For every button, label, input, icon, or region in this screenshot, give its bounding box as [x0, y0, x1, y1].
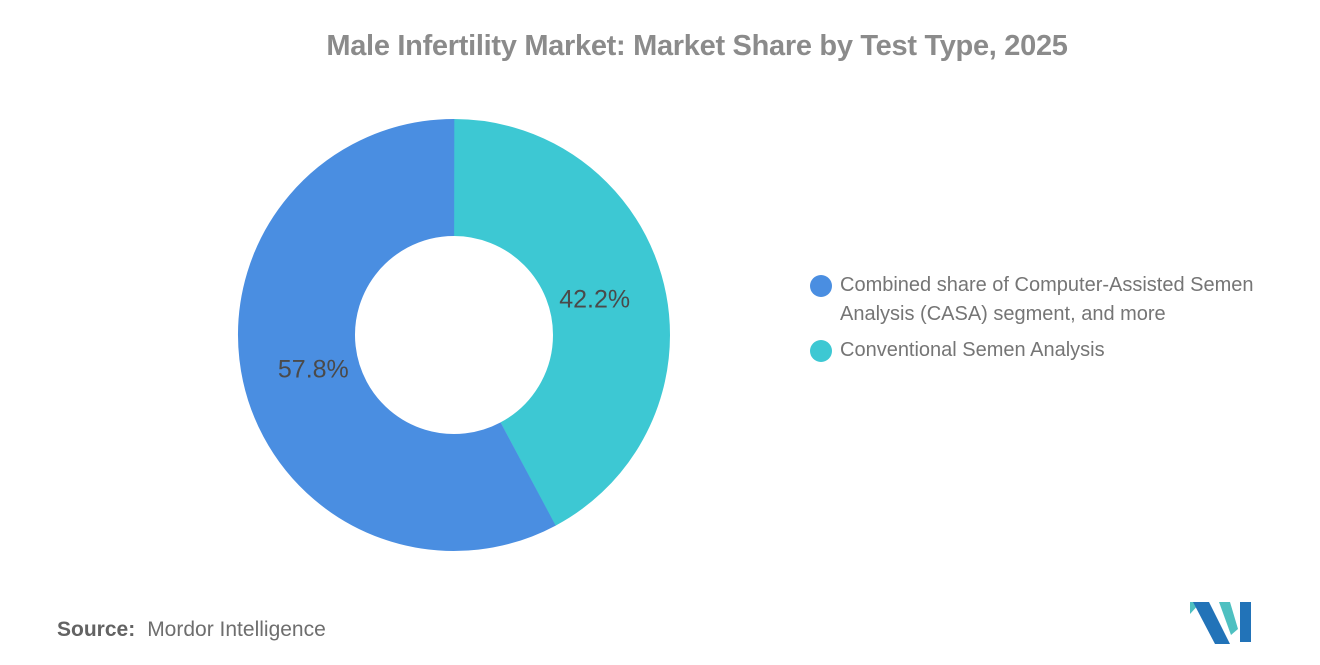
- legend-item-conventional-label: Conventional Semen Analysis: [840, 339, 1105, 361]
- legend-marker-casa-icon: [810, 275, 832, 297]
- donut-chart: 57.8% 42.2%: [234, 115, 674, 555]
- donut-slice-0[interactable]: [238, 119, 670, 551]
- legend: Combined share of Computer-Assisted Seme…: [810, 271, 1280, 372]
- source-label: Source:: [57, 618, 136, 641]
- slice-label-conventional: 42.2%: [559, 285, 631, 314]
- source-note: Source: Mordor Intelligence: [57, 616, 326, 644]
- legend-item-casa-label: Combined share of Computer-Assisted Seme…: [840, 274, 1254, 325]
- chart-title: Male Infertility Market: Market Share by…: [326, 30, 1068, 62]
- slice-label-casa: 57.8%: [277, 355, 349, 384]
- legend-item-casa[interactable]: Combined share of Computer-Assisted Seme…: [810, 271, 1280, 329]
- legend-item-conventional[interactable]: Conventional Semen Analysis: [810, 336, 1280, 365]
- donut-chart-svg: [238, 119, 670, 551]
- source-value: Mordor Intelligence: [147, 618, 326, 641]
- legend-marker-conventional-icon: [810, 340, 832, 362]
- mordor-intelligence-logo-icon: [1190, 602, 1251, 644]
